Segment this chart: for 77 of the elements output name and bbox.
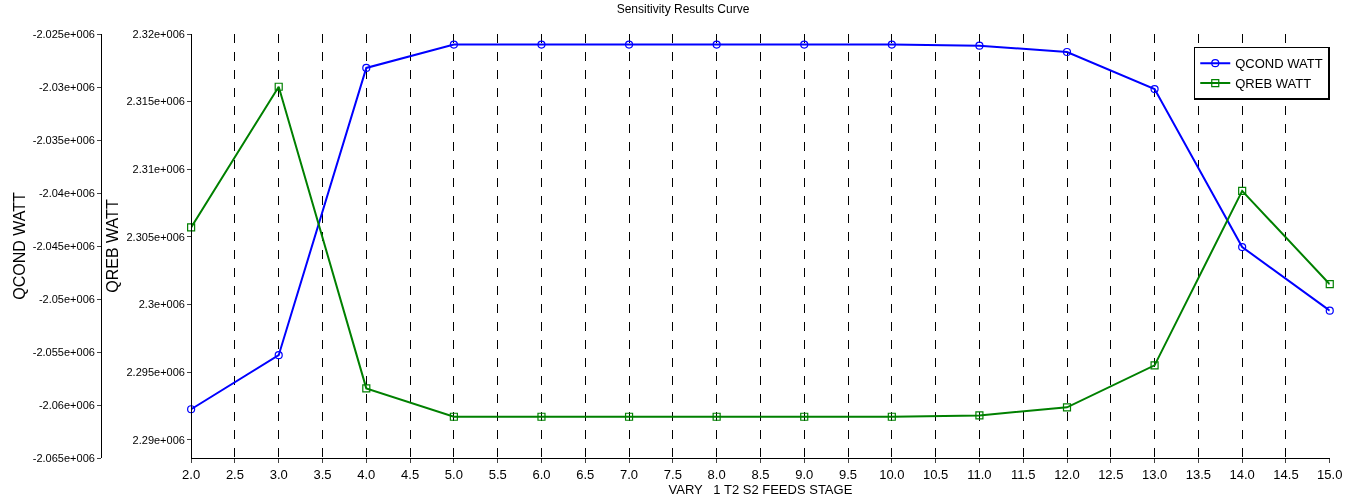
point xyxy=(800,40,809,49)
x-tick-label: 10.0 xyxy=(879,466,905,482)
point xyxy=(624,412,634,421)
legend-label: QREB WATT xyxy=(1235,76,1312,92)
point xyxy=(887,412,896,421)
x-tick-label: 12.5 xyxy=(1098,466,1124,482)
y2-tick-label: 2.32e+006 xyxy=(132,27,185,40)
legend-label: QCOND WATT xyxy=(1235,56,1323,72)
point xyxy=(887,40,896,49)
x-tick-label: 14.0 xyxy=(1229,466,1255,482)
y-tick-label: -2.06e+006 xyxy=(38,398,95,411)
x-tick-label: 11.0 xyxy=(967,466,992,482)
x-tick-label: 10.5 xyxy=(922,466,949,482)
x-tick-label: 8.0 xyxy=(707,466,726,482)
point xyxy=(1062,47,1072,57)
point xyxy=(975,41,984,50)
x-tick-label: 4.0 xyxy=(357,466,376,482)
point xyxy=(1325,306,1334,315)
point xyxy=(1150,85,1159,94)
y-tick-label: -2.05e+006 xyxy=(38,292,95,305)
point xyxy=(1062,403,1072,412)
point xyxy=(1238,186,1247,195)
point xyxy=(187,405,196,414)
point xyxy=(624,40,634,49)
chart-title: Sensitivity Results Curve xyxy=(616,2,750,17)
y2-tick-label: 2.315e+006 xyxy=(126,95,185,108)
x-tick-label: 13.0 xyxy=(1141,466,1168,482)
x-tick-label: 3.0 xyxy=(269,466,288,482)
point xyxy=(800,412,809,421)
point xyxy=(1150,361,1159,370)
point xyxy=(1325,280,1334,289)
x-tick-label: 2.5 xyxy=(225,466,244,482)
x-tick-label: 5.0 xyxy=(444,466,463,482)
x-tick-label: 7.0 xyxy=(620,466,639,482)
point xyxy=(712,40,721,49)
x-tick-label: 3.5 xyxy=(313,466,332,482)
y-tick-label: -2.025e+006 xyxy=(32,27,95,40)
y2-tick-label: 2.295e+006 xyxy=(126,365,185,378)
y2-tick-label: 2.305e+006 xyxy=(126,230,185,243)
x-tick-label: 15.0 xyxy=(1317,466,1343,482)
point xyxy=(362,384,371,393)
point xyxy=(187,223,196,232)
point xyxy=(274,82,283,91)
point xyxy=(537,412,546,421)
y-tick-label: -2.035e+006 xyxy=(32,133,95,146)
y2-tick-label: 2.29e+006 xyxy=(132,433,185,446)
x-tick-label: 6.0 xyxy=(532,466,551,482)
y-tick-label: -2.045e+006 xyxy=(32,239,95,252)
x-tick-label: 9.0 xyxy=(795,466,814,482)
y-tick-label: -2.04e+006 xyxy=(38,186,95,199)
x-tick-label: 11.5 xyxy=(1011,466,1036,482)
x-tick-label: 2.0 xyxy=(182,466,201,482)
x-axis-title: VARY 1 T2 S2 FEEDS STAGE xyxy=(668,481,853,497)
x-tick-label: 13.5 xyxy=(1185,466,1212,482)
x-tick-label: 4.5 xyxy=(401,466,420,482)
y-tick-label: -2.03e+006 xyxy=(38,80,95,93)
x-tick-label: 9.5 xyxy=(838,466,858,482)
point xyxy=(537,40,546,49)
point xyxy=(449,412,458,421)
x-tick-label: 14.5 xyxy=(1273,466,1299,482)
point xyxy=(449,40,458,49)
y2-axis-title: QREB WATT xyxy=(104,199,122,293)
x-tick-label: 7.5 xyxy=(663,466,682,482)
x-tick-label: 8.5 xyxy=(751,466,770,482)
y-tick-label: -2.055e+006 xyxy=(32,345,95,358)
y2-tick-label: 2.31e+006 xyxy=(132,163,185,176)
x-tick-label: 6.5 xyxy=(576,466,595,482)
point xyxy=(274,351,283,360)
point xyxy=(975,411,984,420)
point xyxy=(712,412,721,421)
point xyxy=(362,63,371,73)
y2-tick-label: 2.3e+006 xyxy=(138,298,185,311)
point xyxy=(1238,242,1247,252)
x-tick-label: 5.5 xyxy=(488,466,507,482)
x-tick-label: 12.0 xyxy=(1054,466,1080,482)
y-axis-title: QCOND WATT xyxy=(10,192,28,300)
y-tick-label: -2.065e+006 xyxy=(32,451,95,464)
